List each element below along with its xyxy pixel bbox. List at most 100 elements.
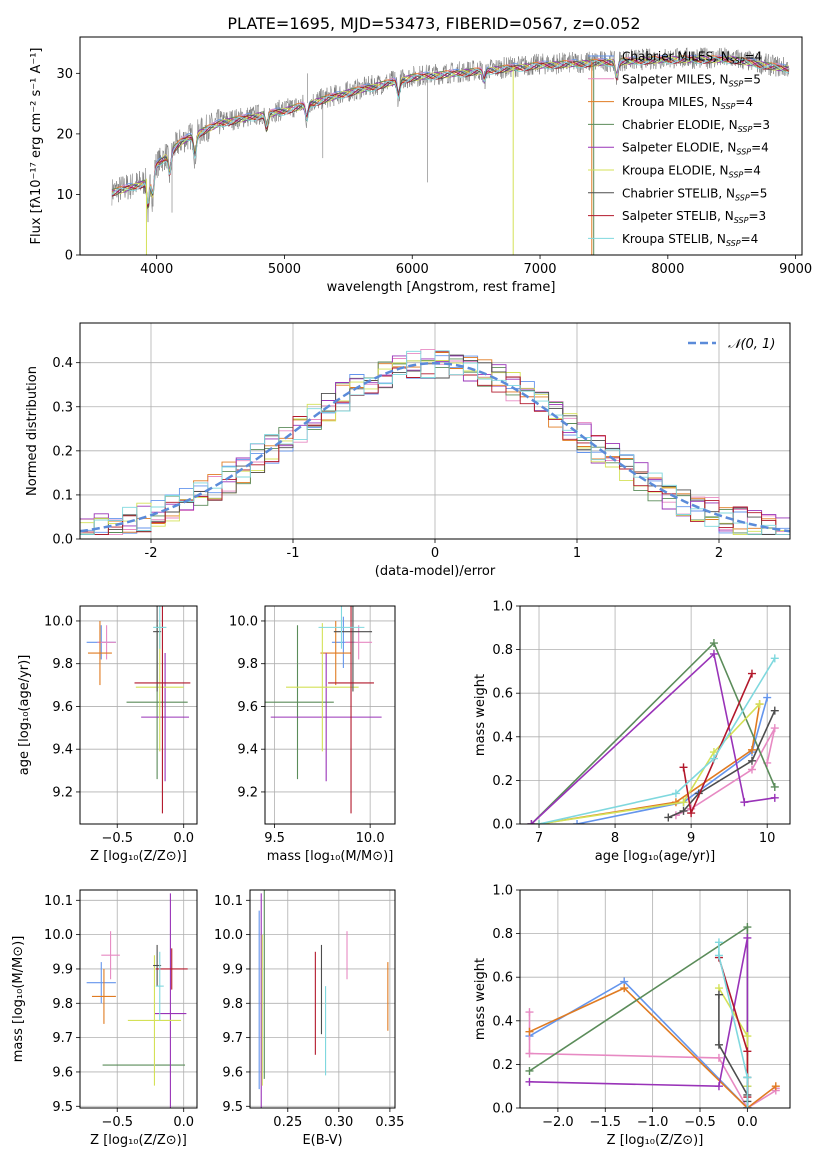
age_vs_Z-frame [79,605,198,825]
weight_vs_Z-point-marker [525,1027,534,1036]
age_vs_mass-point [265,625,334,780]
legend-entry-count: =3 [752,118,770,132]
legend-entry-sub: SSP [721,102,736,111]
weight_vs_Z-point-marker [714,938,723,947]
y-tick-label: 1.0 [492,884,513,899]
y-tick-label: 9.7 [222,1031,243,1046]
legend-entry-name: Kroupa MILES, N [622,95,721,109]
residual-legend: 𝒩(0, 1) [688,337,775,352]
y-tick-label: 9.8 [52,657,73,672]
legend-entry-sub: SSP [738,125,753,134]
mass_vs_EBV-data-area [250,890,395,1108]
weight_vs_age-point-marker [679,763,688,772]
age_vs_mass-frame [264,605,396,825]
x-tick-label: −0.5 [101,1115,133,1130]
weight_vs_Z-point-marker [714,1053,723,1062]
weight_vs_age-point-marker [709,649,718,658]
age_vs_Z-point [153,606,167,649]
y-tick-label: 10.1 [44,894,73,909]
legend-entry-sub: SSP [730,57,745,66]
legend-entry-name: Salpeter STELIB, N [622,209,734,223]
weight_vs_age-series-line [538,703,761,824]
age_vs_mass-point [286,623,359,752]
weight_vs_age-point-marker [671,789,680,798]
legend-entry-sub: SSP [734,216,749,225]
residuals-x-axis-label: (data-model)/error [375,564,496,579]
residuals-frame [79,322,791,540]
panel-residuals: -2 -1 0 1 2 0.0 0.1 0.2 0.3 0.4 (data-model)/error… [25,322,791,579]
weight_vs_Z-point-marker [525,1077,534,1086]
weight_vs_Z-point-marker [743,1047,752,1056]
weight_vs_age-point-marker [755,700,764,709]
x-tick-label: 0.0 [737,1115,758,1130]
legend-entry: Chabrier ELODIE, NSSP=3 [622,118,770,134]
weight_vs_age-series-line [538,657,776,824]
weight_vs_age-point-marker [770,724,779,733]
mass_vs_Z-point [127,955,182,1086]
weight_vs_age-point-marker [770,706,779,715]
residual-histogram [80,350,790,536]
figure-title: PLATE=1695, MJD=53473, FIBERID=0567, z=0… [227,14,640,33]
panel-age_vs_mass: 9.5 10.0 9.2 9.4 9.6 9.8 10.0 mass [log₁₀(M/M⊙)… [229,605,396,864]
weight_vs_age-series-line [530,652,775,824]
spectrum-model-line [111,56,789,207]
x-tick-label: 0.0 [173,831,194,846]
y-tick-label: 0.8 [492,927,513,942]
y-tick-label: 9.4 [52,743,73,758]
mass_vs_Z-point [91,968,116,1024]
legend-entry: Chabrier STELIB, NSSP=5 [622,186,767,202]
weight_vs_Z-point-marker [620,984,629,993]
y-tick-label: 0 [65,249,73,264]
weight_vs_age-data-area [520,606,790,824]
y-tick-label: 9.6 [222,1065,243,1080]
age_vs_mass-point [320,620,352,686]
weight_vs_Z-point-marker [743,1032,752,1041]
legend-entry: 𝒩(0, 1) [728,337,775,352]
legend-entry-name: Kroupa ELODIE, N [622,164,729,178]
mass_vs_Z-data-area [80,890,197,1108]
age_vs_Z-x-axis-label: Z [log₁₀(Z/Z⊙)] [90,849,187,864]
legend-entry-name: Chabrier MILES, N [622,50,730,64]
y-tick-label: 10 [56,188,73,203]
legend-entry-count: =4 [743,164,761,178]
mass_vs_Z-point [155,951,164,1021]
weight_vs_Z-point-marker [525,1049,534,1058]
weight_vs_age-series-line [538,703,761,824]
x-tick-label: 9.5 [264,831,285,846]
weight_vs_age-point-marker [763,693,772,702]
y-tick-label: 9.8 [52,997,73,1012]
y-tick-label: 10.1 [214,894,243,909]
legend-entry-name: Chabrier ELODIE, N [622,118,738,132]
legend-entry-count: =4 [741,232,759,246]
weight_vs_Z-series-line [718,942,749,1108]
y-tick-label: 9.7 [52,1031,73,1046]
legend-entry: Salpeter STELIB, NSSP=3 [622,209,766,225]
x-tick-label: 9 [687,831,695,846]
y-tick-label: 9.9 [222,962,243,977]
x-tick-label: -2 [145,546,158,561]
y-tick-label: 0.0 [492,1102,513,1117]
legend-entry: Chabrier MILES, NSSP=4 [622,50,762,66]
x-tick-label: −2.0 [542,1115,574,1130]
weight_vs_Z-x-axis-label: Z [log₁₀(Z/Z⊙)] [607,1133,704,1148]
weight_vs_Z-point-marker [743,1104,752,1108]
age_vs_mass-x-axis-label: mass [log₁₀(M/M⊙)] [267,849,394,864]
weight_vs_age-frame [519,605,791,825]
panel-weight_vs_Z: −2.0 −1.5 −1.0 −0.5 0.0 0.0 0.2 0.4 0.6 0.8 1.0 Z [… [473,884,791,1148]
x-tick-label: 9000 [779,262,812,277]
x-tick-label: 5000 [268,262,301,277]
age_vs_Z-y-axis-label: age [log₁₀(age/yr)] [17,655,32,776]
weight_vs_age-point-marker [770,793,779,802]
residuals-y-axis-label: Normed distribution [25,366,40,496]
weight_vs_age-point-marker [535,820,544,824]
spectrum-model-line [111,57,789,205]
age_vs_mass-data-area [265,606,395,824]
panel-mass_vs_EBV: 0.25 0.30 0.35 9.5 9.6 9.7 9.8 9.9 10.0 10.1 E(B-V… [214,889,404,1148]
x-tick-label: 0 [431,546,439,561]
mass_vs_Z-frame [79,889,198,1109]
weight_vs_age-point-marker [740,798,749,807]
x-tick-label: −0.5 [101,831,133,846]
weight_vs_age-x-axis-label: age [log₁₀(age/yr)] [595,849,716,864]
age_vs_mass-point [328,606,374,814]
